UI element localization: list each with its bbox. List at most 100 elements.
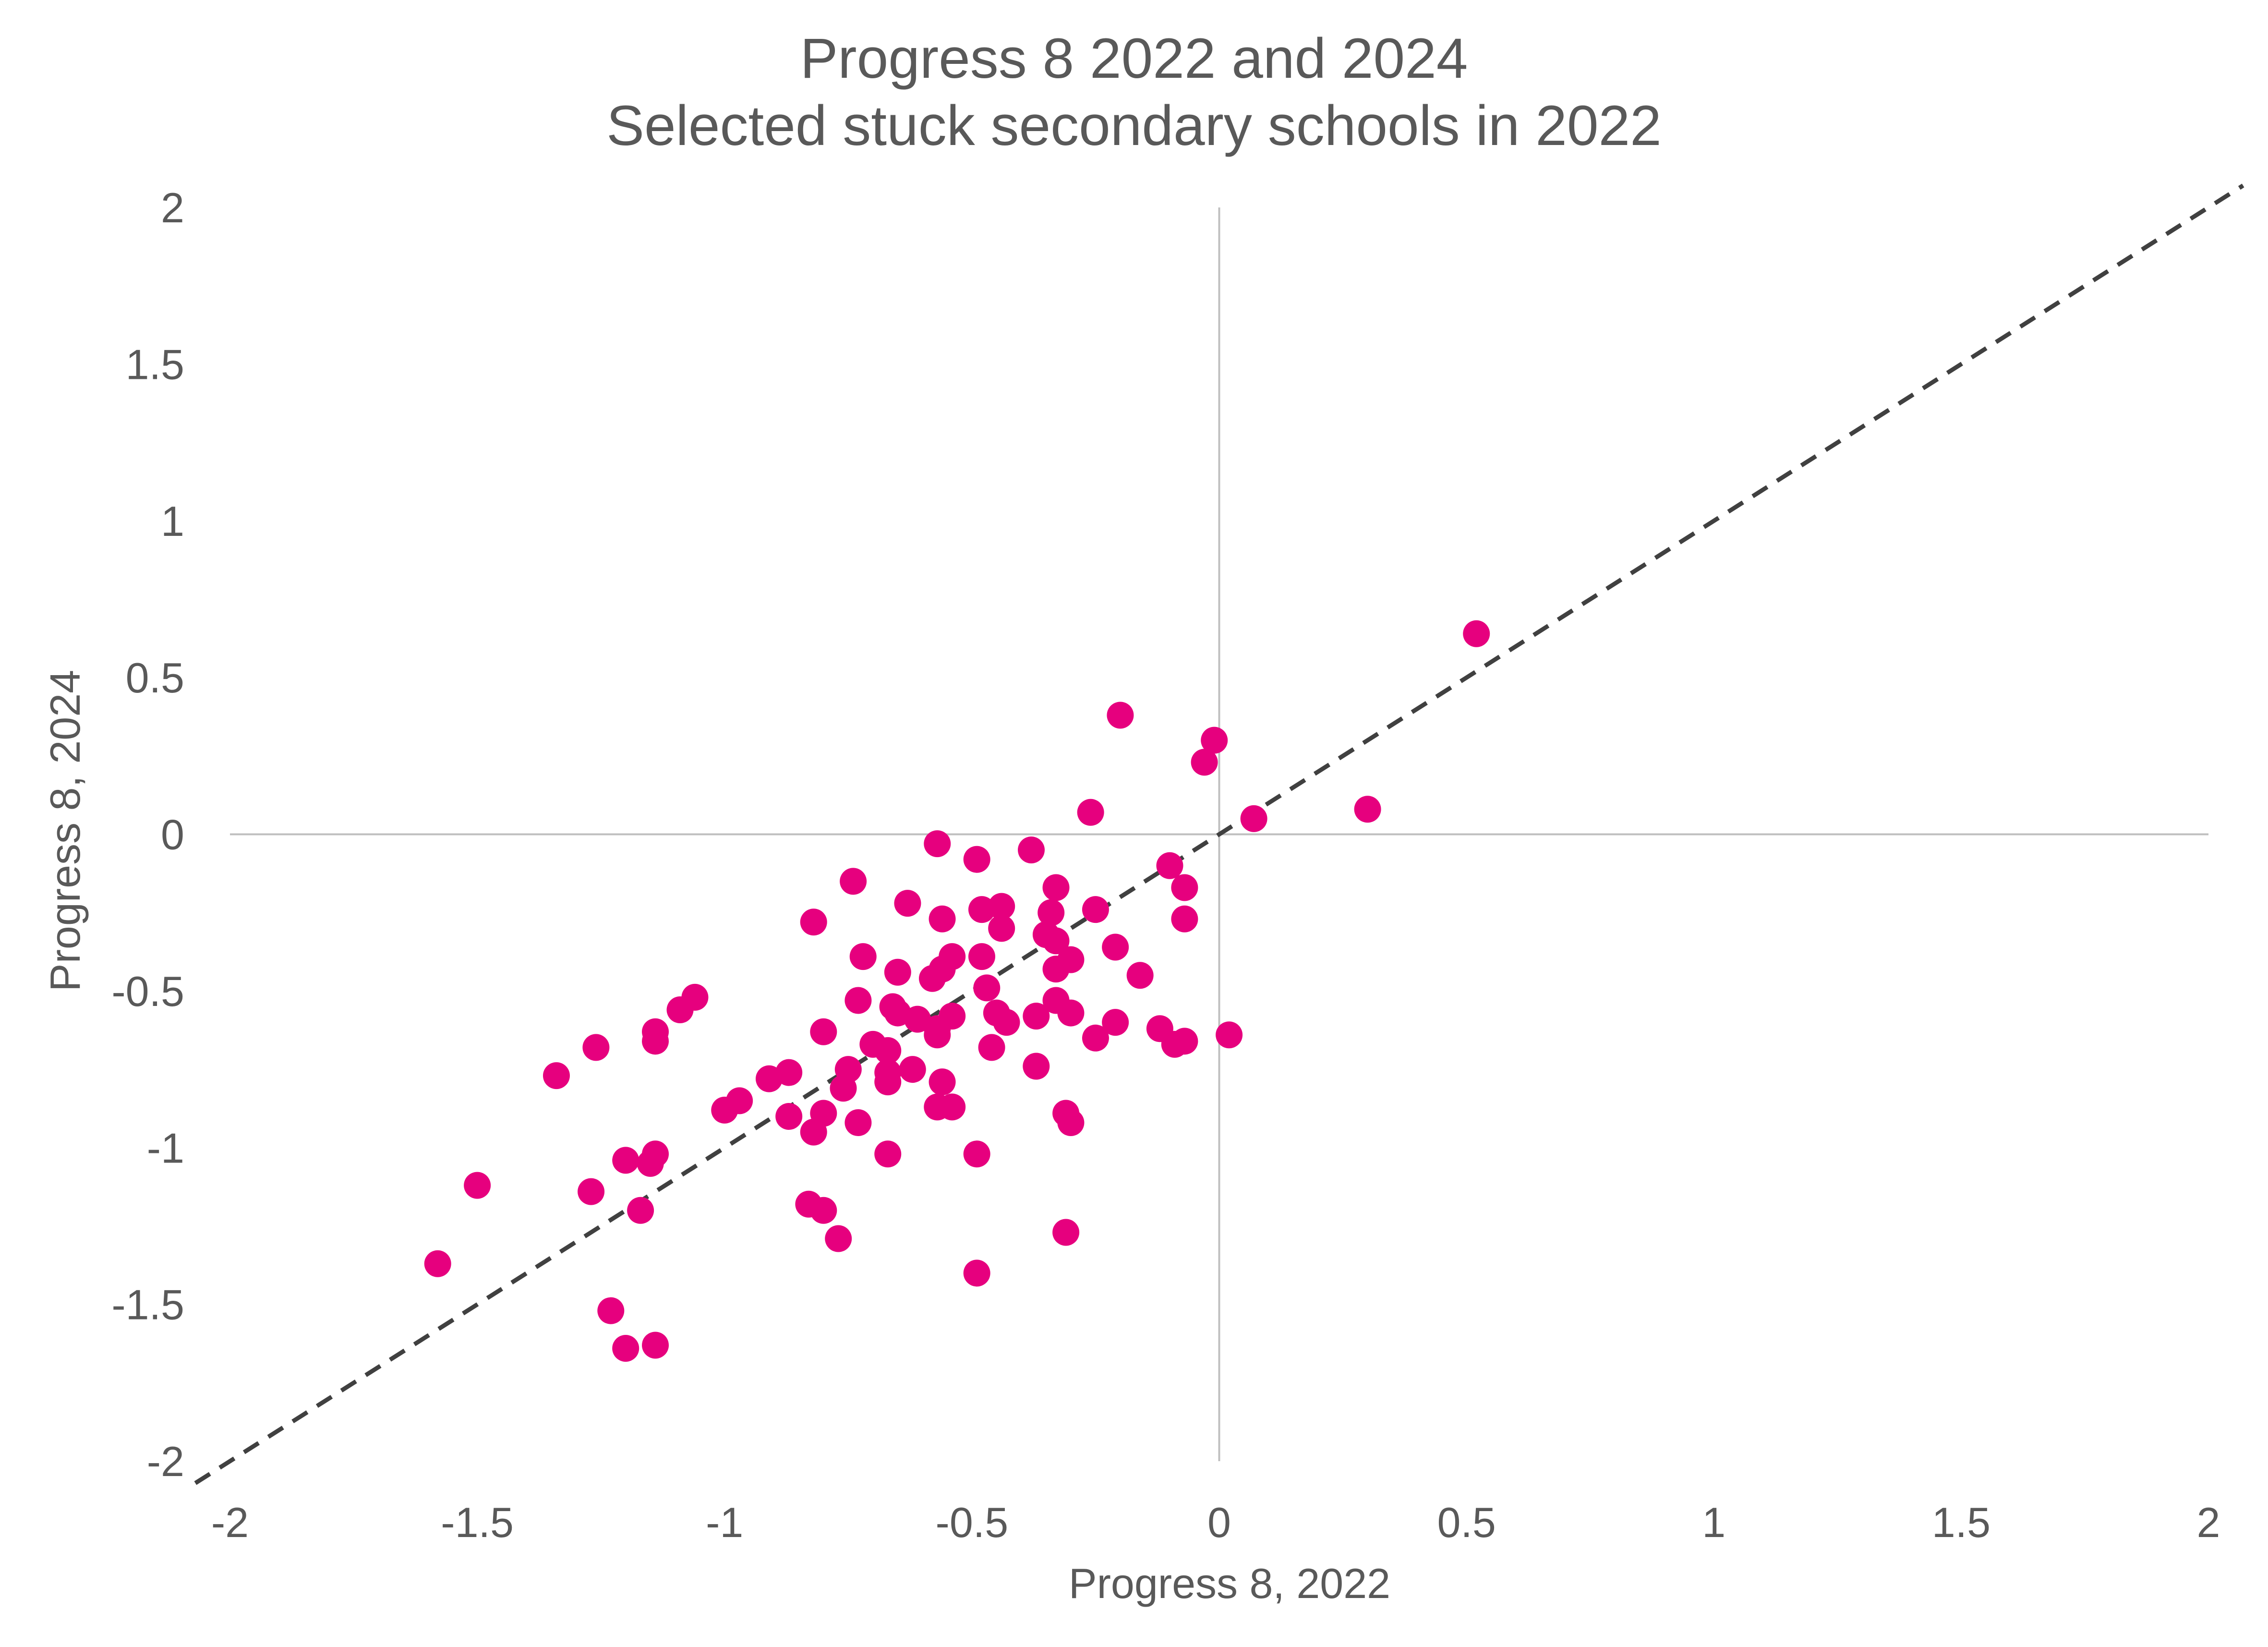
data-point [637, 1150, 664, 1177]
data-point [1023, 1003, 1050, 1030]
data-point [775, 1102, 803, 1130]
data-point [1156, 852, 1183, 879]
x-tick-label: -1.5 [441, 1499, 514, 1546]
y-tick-label: 1.5 [126, 340, 184, 388]
data-point [963, 1259, 990, 1287]
data-point [894, 890, 921, 917]
chart-title: Progress 8 2022 and 2024 [800, 27, 1468, 90]
data-point [939, 1093, 966, 1121]
data-point [963, 1140, 990, 1168]
data-point [642, 1028, 669, 1055]
reference-line [194, 183, 2244, 1485]
data-point [1171, 905, 1198, 932]
data-point [755, 1065, 783, 1092]
y-tick-label: -0.5 [111, 968, 184, 1015]
data-point [849, 943, 877, 970]
data-point [929, 905, 956, 932]
x-tick-label: 0 [1207, 1499, 1231, 1546]
data-point [800, 1118, 827, 1146]
data-point [810, 1197, 837, 1224]
data-point [899, 1056, 926, 1083]
data-point [968, 943, 995, 970]
data-point [993, 1009, 1020, 1036]
y-tick-label: 1 [161, 497, 184, 545]
data-point [825, 1225, 852, 1252]
data-point [918, 965, 946, 992]
y-tick-label: -1.5 [111, 1281, 184, 1329]
data-point [924, 830, 951, 858]
data-point [924, 1021, 951, 1049]
x-tick-label: 2 [2197, 1499, 2220, 1546]
data-point [884, 958, 911, 986]
y-tick-label: -1 [147, 1124, 184, 1172]
data-point [1201, 727, 1228, 754]
data-point [1018, 836, 1045, 864]
data-point [973, 974, 1001, 1002]
data-point [1082, 1024, 1109, 1052]
data-point [1216, 1021, 1243, 1049]
data-point [844, 987, 872, 1014]
x-tick-label: -1 [706, 1499, 743, 1546]
data-point [874, 1037, 902, 1064]
data-point [612, 1335, 639, 1362]
data-point [874, 1068, 902, 1096]
data-point [1082, 896, 1109, 923]
data-point [1191, 749, 1218, 776]
data-point [582, 1034, 610, 1061]
y-tick-label: 2 [161, 184, 184, 231]
data-point [1171, 874, 1198, 901]
data-point [929, 1068, 956, 1096]
data-point [1042, 956, 1070, 983]
data-point [1463, 620, 1490, 647]
data-point [1042, 874, 1070, 901]
data-point [627, 1197, 654, 1224]
y-axis-title: Progress 8, 2024 [41, 670, 89, 992]
data-point [988, 893, 1015, 920]
data-point [1042, 927, 1070, 955]
data-point [578, 1178, 605, 1205]
data-point [844, 1109, 872, 1137]
data-point [968, 896, 995, 923]
data-point [830, 1075, 857, 1102]
data-point [1077, 799, 1104, 826]
x-axis-title: Progress 8, 2022 [1069, 1560, 1390, 1607]
data-point [874, 1140, 902, 1168]
data-point [840, 868, 867, 895]
data-point [800, 908, 827, 936]
data-point [810, 1018, 837, 1045]
data-point [1057, 999, 1085, 1027]
data-point [1107, 702, 1134, 729]
data-point [1037, 899, 1065, 926]
x-tick-label: -0.5 [936, 1499, 1009, 1546]
data-point [1102, 1009, 1129, 1036]
data-point [1102, 933, 1129, 961]
x-tick-label: 1.5 [1932, 1499, 1991, 1546]
data-point [597, 1297, 625, 1324]
data-point [543, 1062, 570, 1090]
y-tick-label: 0.5 [126, 654, 184, 702]
data-point [1354, 796, 1381, 823]
y-tick-label: 0 [161, 811, 184, 859]
data-point [612, 1147, 639, 1174]
data-point [1023, 1053, 1050, 1080]
chart-subtitle: Selected stuck secondary schools in 2022 [606, 94, 1661, 157]
data-point [666, 996, 694, 1024]
x-tick-label: 0.5 [1437, 1499, 1496, 1546]
data-point [963, 846, 990, 873]
y-tick-label: -2 [147, 1438, 184, 1485]
x-tick-label: -2 [211, 1499, 249, 1546]
data-point [424, 1250, 451, 1277]
data-point [978, 1034, 1005, 1061]
data-point [1126, 962, 1154, 989]
data-point [1240, 805, 1267, 832]
data-point [1057, 1109, 1085, 1137]
x-tick-label: 1 [1702, 1499, 1725, 1546]
data-point [1171, 1028, 1198, 1055]
data-point [464, 1172, 491, 1199]
data-point [711, 1096, 738, 1124]
data-point [1052, 1219, 1080, 1246]
data-point [642, 1332, 669, 1359]
data-point [988, 915, 1015, 942]
